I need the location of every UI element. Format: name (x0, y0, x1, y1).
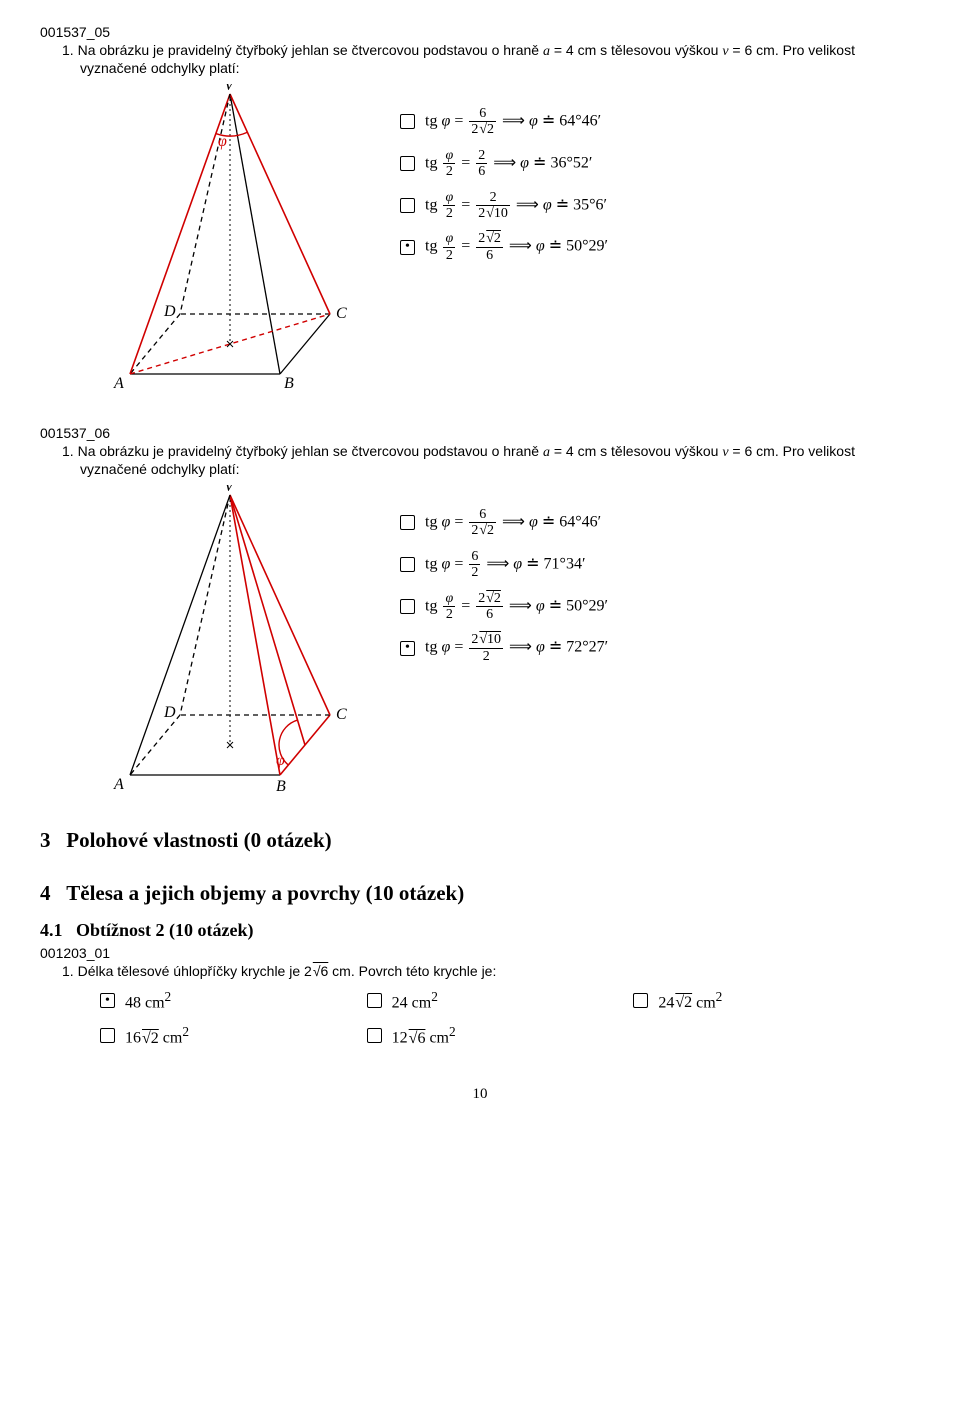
checkbox-icon (400, 599, 415, 614)
options-2: tg φ = 62√2 ⟹ φ ≐ 64°46′ tg φ = 62 ⟹ φ ≐… (360, 485, 920, 674)
svg-text:C: C (336, 305, 347, 322)
checkbox-icon (367, 993, 382, 1008)
option-1-4[interactable]: tg φ2 = 2√26 ⟹ φ ≐ 50°29′ (400, 231, 920, 263)
svg-text:D: D (163, 704, 176, 721)
svg-text:V: V (224, 84, 236, 94)
option-2-4[interactable]: tg φ = 2√102 ⟹ φ ≐ 72°27′ (400, 632, 920, 664)
question-body-3: Délka tělesové úhlopříčky krychle je 2√6… (78, 963, 497, 979)
option-2-3[interactable]: tg φ2 = 2√26 ⟹ φ ≐ 50°29′ (400, 591, 920, 623)
checkbox-checked-icon (100, 993, 115, 1008)
checkbox-icon (400, 156, 415, 171)
checkbox-icon (400, 515, 415, 530)
svg-text:D: D (163, 303, 176, 320)
answer-3-4[interactable]: 16√2 cm2 (100, 1024, 347, 1047)
checkbox-icon (400, 557, 415, 572)
checkbox-checked-icon (400, 240, 415, 255)
answers-3: 48 cm2 24 cm2 24√2 cm2 16√2 cm2 12√6 cm2 (100, 987, 880, 1050)
option-1-1[interactable]: tg φ = 62√2 ⟹ φ ≐ 64°46′ (400, 106, 920, 138)
checkbox-icon (367, 1028, 382, 1043)
question-body-2: Na obrázku je pravidelný čtyřboký jehlan… (78, 443, 855, 477)
checkbox-checked-icon (400, 641, 415, 656)
svg-text:C: C (336, 706, 347, 723)
answer-3-1[interactable]: 48 cm2 (100, 989, 347, 1012)
checkbox-icon (400, 114, 415, 129)
svg-text:B: B (284, 375, 294, 392)
svg-text:B: B (276, 778, 286, 795)
answer-3-5[interactable]: 12√6 cm2 (367, 1024, 614, 1047)
section-4-heading: 4 Tělesa a jejich objemy a povrchy (10 o… (40, 881, 920, 906)
answer-3-3[interactable]: 24√2 cm2 (633, 989, 880, 1012)
question-id-1: 001537_05 (40, 24, 920, 40)
option-1-3[interactable]: tg φ2 = 22√10 ⟹ φ ≐ 35°6′ (400, 190, 920, 222)
section-3-heading: 3 Polohové vlastnosti (0 otázek) (40, 828, 920, 853)
figure-2: V A B C Dφ (100, 485, 360, 800)
figure-1: V A B C Dφ (100, 84, 360, 399)
svg-text:φ: φ (218, 133, 227, 150)
question-body-1: Na obrázku je pravidelný čtyřboký jehlan… (78, 42, 855, 76)
option-2-1[interactable]: tg φ = 62√2 ⟹ φ ≐ 64°46′ (400, 507, 920, 539)
checkbox-icon (633, 993, 648, 1008)
svg-text:φ: φ (276, 752, 285, 769)
checkbox-icon (400, 198, 415, 213)
question-id-2: 001537_06 (40, 425, 920, 441)
svg-text:V: V (224, 485, 236, 495)
question-id-3: 001203_01 (40, 945, 920, 961)
option-1-2[interactable]: tg φ2 = 26 ⟹ φ ≐ 36°52′ (400, 148, 920, 180)
svg-text:A: A (113, 776, 124, 793)
page-number: 10 (40, 1086, 920, 1103)
question-text-1: 1. Na obrázku je pravidelný čtyřboký jeh… (62, 42, 920, 76)
option-2-2[interactable]: tg φ = 62 ⟹ φ ≐ 71°34′ (400, 549, 920, 581)
answer-3-2[interactable]: 24 cm2 (367, 989, 614, 1012)
checkbox-icon (100, 1028, 115, 1043)
question-text-3: 1. Délka tělesové úhlopříčky krychle je … (62, 963, 920, 979)
options-1: tg φ = 62√2 ⟹ φ ≐ 64°46′ tg φ2 = 26 ⟹ φ … (360, 84, 920, 273)
subsection-4-1-heading: 4.1 Obtížnost 2 (10 otázek) (40, 920, 920, 941)
svg-text:A: A (113, 375, 124, 392)
question-text-2: 1. Na obrázku je pravidelný čtyřboký jeh… (62, 443, 920, 477)
